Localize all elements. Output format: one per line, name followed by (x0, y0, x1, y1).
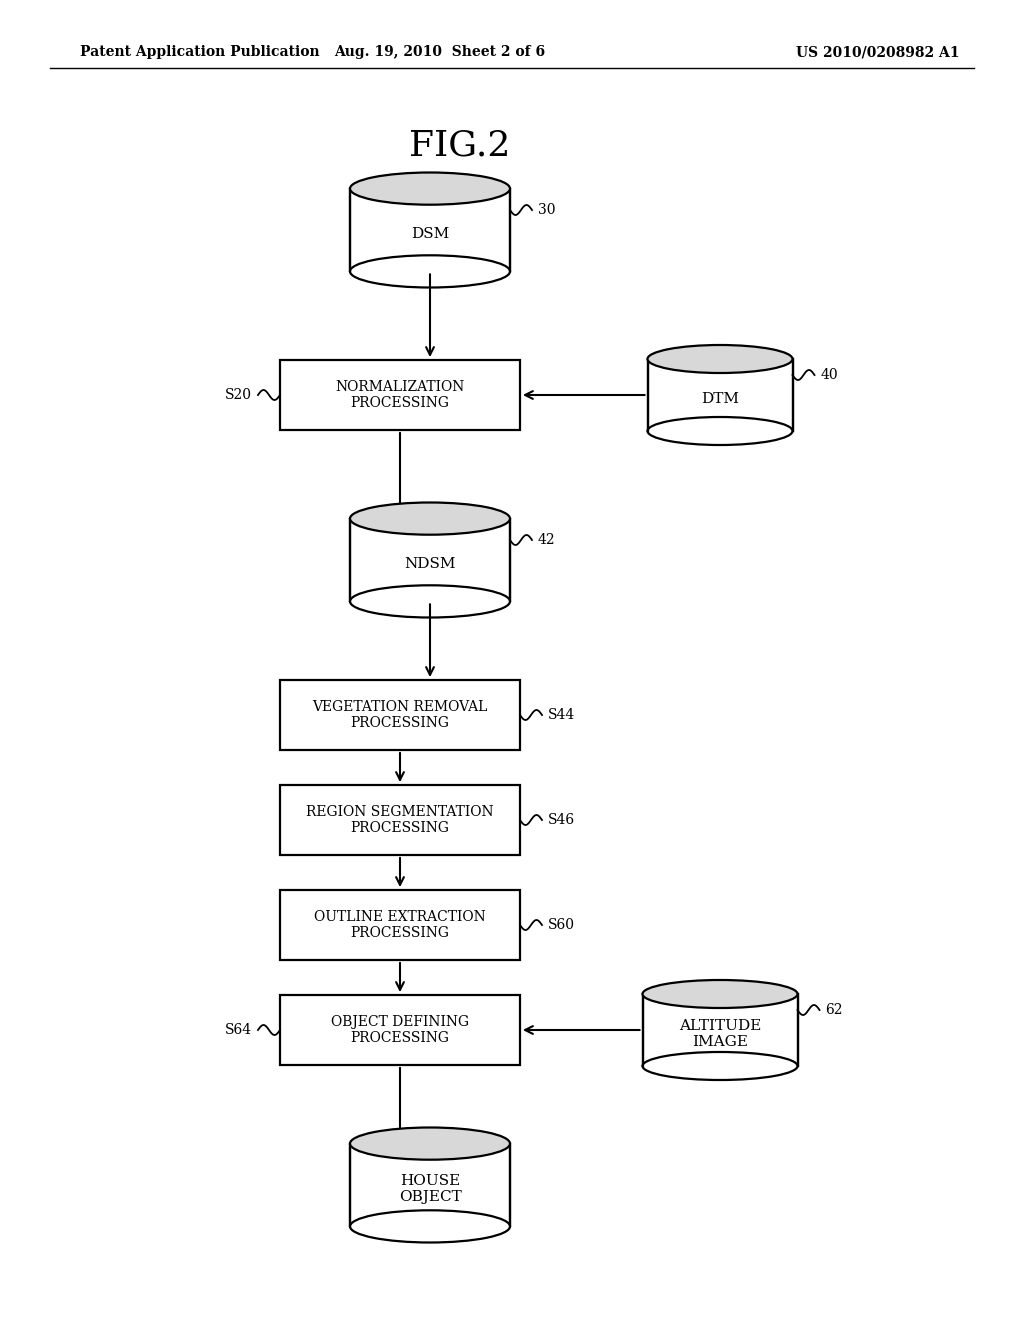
Ellipse shape (350, 1210, 510, 1242)
Text: VEGETATION REMOVAL
PROCESSING: VEGETATION REMOVAL PROCESSING (312, 700, 487, 730)
Ellipse shape (647, 345, 793, 374)
Bar (647, 359, 793, 432)
Text: NORMALIZATION
PROCESSING: NORMALIZATION PROCESSING (335, 380, 465, 411)
Text: S60: S60 (548, 917, 575, 932)
Ellipse shape (350, 503, 510, 535)
Text: REGION SEGMENTATION
PROCESSING: REGION SEGMENTATION PROCESSING (306, 805, 494, 836)
Bar (350, 1143, 510, 1226)
Text: 40: 40 (820, 368, 838, 381)
Text: Patent Application Publication: Patent Application Publication (80, 45, 319, 59)
Bar (280, 360, 520, 430)
Text: OBJECT DEFINING
PROCESSING: OBJECT DEFINING PROCESSING (331, 1015, 469, 1045)
Text: 30: 30 (538, 203, 555, 216)
Text: FIG.2: FIG.2 (410, 128, 511, 162)
Ellipse shape (350, 173, 510, 205)
Ellipse shape (350, 1127, 510, 1160)
Bar (642, 994, 798, 1067)
Ellipse shape (647, 417, 793, 445)
Ellipse shape (350, 255, 510, 288)
Text: ALTITUDE
IMAGE: ALTITUDE IMAGE (679, 1019, 761, 1048)
Text: 62: 62 (825, 1003, 843, 1016)
Text: DSM: DSM (411, 227, 450, 242)
Bar (280, 785, 520, 855)
Ellipse shape (642, 1052, 798, 1080)
Text: Aug. 19, 2010  Sheet 2 of 6: Aug. 19, 2010 Sheet 2 of 6 (335, 45, 546, 59)
Text: US 2010/0208982 A1: US 2010/0208982 A1 (797, 45, 961, 59)
Text: S46: S46 (548, 813, 575, 828)
Bar (350, 189, 510, 272)
Text: HOUSE
OBJECT: HOUSE OBJECT (398, 1173, 462, 1204)
Bar (280, 995, 520, 1065)
Text: 42: 42 (538, 533, 556, 546)
Ellipse shape (350, 585, 510, 618)
Bar (350, 519, 510, 602)
Text: OUTLINE EXTRACTION
PROCESSING: OUTLINE EXTRACTION PROCESSING (314, 909, 485, 940)
Text: S44: S44 (548, 708, 575, 722)
Text: S20: S20 (225, 388, 252, 403)
Text: DTM: DTM (701, 392, 739, 405)
Bar (280, 680, 520, 750)
Bar (280, 890, 520, 960)
Ellipse shape (642, 979, 798, 1008)
Text: S64: S64 (225, 1023, 252, 1038)
Text: NDSM: NDSM (404, 557, 456, 572)
